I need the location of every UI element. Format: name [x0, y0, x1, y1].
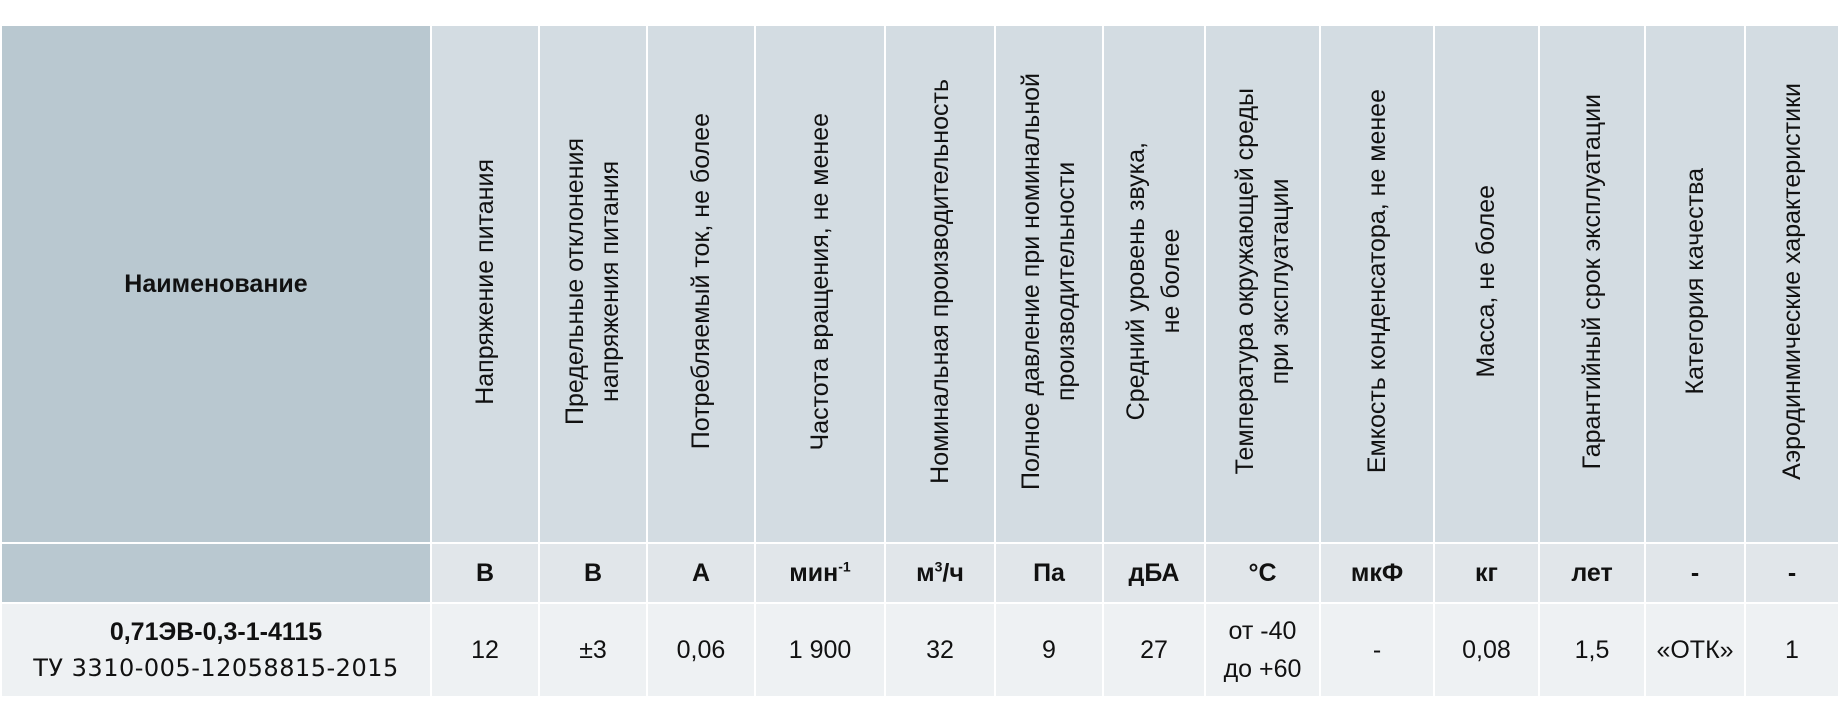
value-quality-category: «ОТК» [1644, 602, 1746, 698]
unit-current: А [646, 542, 756, 604]
header-aerodynamic: Аэродинмические характеристики [1744, 24, 1838, 544]
product-spec: ТУ 3310-005-12058815-2015 [33, 654, 399, 682]
header-quality-category: Категория качества [1644, 24, 1746, 544]
unit-pressure: Па [994, 542, 1104, 604]
unit-aerodynamic: - [1744, 542, 1838, 604]
unit-quality-category: - [1644, 542, 1746, 604]
header-mass: Масса, не более [1433, 24, 1540, 544]
product-model: 0,71ЭВ-0,3-1-4115 [109, 618, 323, 646]
product-name-cell: 0,71ЭВ-0,3-1-4115 ТУ 3310-005-12058815-2… [0, 602, 432, 698]
unit-voltage: В [430, 542, 540, 604]
value-pressure: 9 [994, 602, 1104, 698]
units-row: В В А мин-1 м3/ч Па дБА °С мкФ кг лет - … [0, 542, 1838, 604]
value-airflow: 32 [884, 602, 996, 698]
header-airflow: Номинальная производительность [884, 24, 996, 544]
header-temperature: Температура окружающей среды при эксплуа… [1204, 24, 1321, 544]
value-voltage: 12 [430, 602, 540, 698]
value-mass: 0,08 [1433, 602, 1540, 698]
specs-table: Наименование Напряжение питания Предельн… [0, 24, 1838, 698]
name-header: Наименование [0, 24, 432, 544]
header-current: Потребляемый ток, не более [646, 24, 756, 544]
header-voltage-deviation: Предельные отклонения напряжения питания [538, 24, 648, 544]
value-capacitor: - [1319, 602, 1435, 698]
header-voltage: Напряжение питания [430, 24, 540, 544]
header-capacitor: Емкость конденсатора, не менее [1319, 24, 1435, 544]
unit-noise-level: дБА [1102, 542, 1206, 604]
unit-rotation-speed: мин-1 [754, 542, 886, 604]
header-noise-level: Средний уровень звука, не более [1102, 24, 1206, 544]
table-row: 0,71ЭВ-0,3-1-4115 ТУ 3310-005-12058815-2… [0, 602, 1838, 698]
header-pressure: Полное давление при номинальной производ… [994, 24, 1104, 544]
value-warranty: 1,5 [1538, 602, 1646, 698]
header-warranty: Гарантийный срок эксплуатации [1538, 24, 1646, 544]
unit-mass: кг [1433, 542, 1540, 604]
value-current: 0,06 [646, 602, 756, 698]
temperature-min: от -40 [1228, 617, 1297, 645]
value-noise-level: 27 [1102, 602, 1206, 698]
value-aerodynamic: 1 [1744, 602, 1838, 698]
header-row: Наименование Напряжение питания Предельн… [0, 24, 1838, 544]
unit-warranty: лет [1538, 542, 1646, 604]
units-name-cell [0, 542, 432, 604]
header-rotation-speed: Частота вращения, не менее [754, 24, 886, 544]
unit-capacitor: мкФ [1319, 542, 1435, 604]
temperature-max: до +60 [1223, 655, 1302, 683]
unit-temperature: °С [1204, 542, 1321, 604]
unit-voltage-deviation: В [538, 542, 648, 604]
unit-airflow: м3/ч [884, 542, 996, 604]
value-rotation-speed: 1 900 [754, 602, 886, 698]
value-voltage-deviation: ±3 [538, 602, 648, 698]
value-temperature: от -40 до +60 [1204, 602, 1321, 698]
